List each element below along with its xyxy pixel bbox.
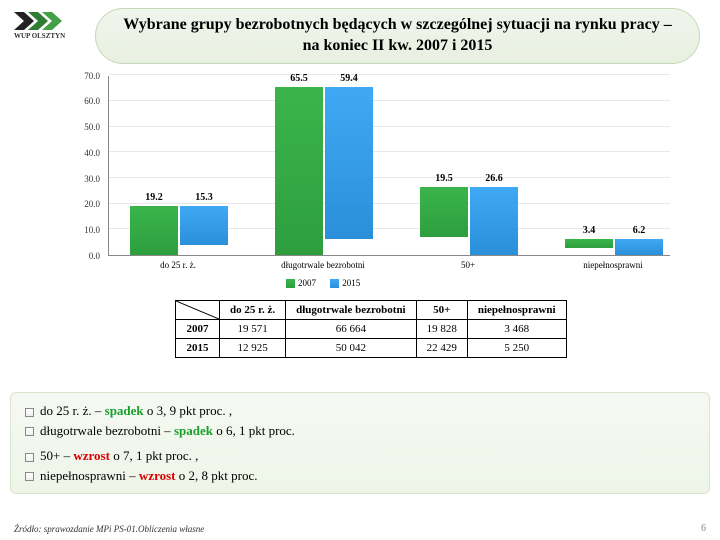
- bar-2007: 3.4: [565, 239, 613, 248]
- x-label: długotrwale bezrobotni: [263, 260, 383, 270]
- y-axis: 0.0 10.0 20.0 30.0 40.0 50.0 60.0 70.0: [78, 76, 104, 256]
- bullet-square-icon: [25, 427, 34, 436]
- table-row: 2007 19 571 66 664 19 828 3 468: [176, 320, 567, 339]
- table-cell: 3 468: [467, 320, 566, 339]
- bullet-square-icon: [25, 408, 34, 417]
- y-tick: 50.0: [74, 122, 100, 132]
- emphasis-wzrost: wzrost: [73, 448, 110, 463]
- bar-value-label: 15.3: [195, 192, 213, 203]
- x-axis-labels: do 25 r. ż. długotrwale bezrobotni 50+ n…: [108, 260, 670, 280]
- logo: WUP OLSZTYN: [14, 12, 65, 40]
- bullet-text: o 6, 1 pkt proc.: [213, 423, 295, 438]
- table-col-header: długotrwale bezrobotni: [286, 301, 417, 320]
- legend-item: 2007: [286, 278, 316, 288]
- logo-arrows: [14, 12, 65, 30]
- table-col-header: 50+: [416, 301, 467, 320]
- legend-label: 2007: [298, 278, 316, 288]
- bullet-text: niepełnosprawni –: [40, 468, 139, 483]
- table-row: 2015 12 925 50 042 22 429 5 250: [176, 339, 567, 358]
- bar-value-label: 59.4: [340, 73, 358, 84]
- bullet-text: o 7, 1 pkt proc. ,: [110, 448, 198, 463]
- bullet-item: 50+ – wzrost o 7, 1 pkt proc. ,: [25, 446, 695, 466]
- bullet-text: o 3, 9 pkt proc. ,: [144, 403, 232, 418]
- bar-value-label: 6.2: [633, 225, 646, 236]
- bullet-item: niepełnosprawni – wzrost o 2, 8 pkt proc…: [25, 466, 695, 486]
- bullet-item: długotrwale bezrobotni – spadek o 6, 1 p…: [25, 421, 695, 441]
- legend-label: 2015: [342, 278, 360, 288]
- bar-group: 65.5 59.4: [264, 87, 384, 255]
- bullet-square-icon: [25, 472, 34, 481]
- bar-2007: 19.2: [130, 206, 178, 255]
- bar-2007: 19.5: [420, 187, 468, 237]
- bullets-box: do 25 r. ż. – spadek o 3, 9 pkt proc. , …: [10, 392, 710, 494]
- bar-2015: 59.4: [325, 87, 373, 240]
- table-row-header: 2015: [176, 339, 220, 358]
- y-tick: 60.0: [74, 96, 100, 106]
- bar-value-label: 26.6: [485, 173, 503, 184]
- table-row-header: 2007: [176, 320, 220, 339]
- table-cell: 19 571: [220, 320, 286, 339]
- table-cell: 50 042: [286, 339, 417, 358]
- bullet-item: do 25 r. ż. – spadek o 3, 9 pkt proc. ,: [25, 401, 695, 421]
- bar-group: 3.4 6.2: [554, 239, 674, 255]
- chart-legend: 2007 2015: [280, 278, 366, 290]
- table-cell: 66 664: [286, 320, 417, 339]
- bar-2007: 65.5: [275, 87, 323, 255]
- emphasis-spadek: spadek: [105, 403, 144, 418]
- bar-2015: 15.3: [180, 206, 228, 245]
- bullet-text: do 25 r. ż. –: [40, 403, 105, 418]
- legend-item: 2015: [330, 278, 360, 288]
- table-cell: 12 925: [220, 339, 286, 358]
- logo-text: WUP OLSZTYN: [14, 32, 65, 40]
- legend-swatch-2015: [330, 279, 339, 288]
- y-tick: 70.0: [74, 71, 100, 81]
- bullet-square-icon: [25, 453, 34, 462]
- emphasis-wzrost: wzrost: [139, 468, 176, 483]
- y-tick: 30.0: [74, 174, 100, 184]
- table-header-row: do 25 r. ż. długotrwale bezrobotni 50+ n…: [176, 301, 567, 320]
- bar-2015: 26.6: [470, 187, 518, 255]
- table-col-header: do 25 r. ż.: [220, 301, 286, 320]
- emphasis-spadek: spadek: [174, 423, 213, 438]
- x-label: 50+: [408, 260, 528, 270]
- table-corner-cell: [176, 301, 220, 320]
- bar-2015: 6.2: [615, 239, 663, 255]
- table-cell: 19 828: [416, 320, 467, 339]
- bar-group: 19.5 26.6: [409, 187, 529, 255]
- header: Wybrane grupy bezrobotnych będących w sz…: [95, 8, 700, 64]
- bullet-text: długotrwale bezrobotni –: [40, 423, 174, 438]
- y-tick: 10.0: [74, 225, 100, 235]
- table-cell: 5 250: [467, 339, 566, 358]
- bullet-text: 50+ –: [40, 448, 73, 463]
- bar-group: 19.2 15.3: [119, 206, 239, 255]
- table-col-header: niepełnosprawni: [467, 301, 566, 320]
- x-label: niepełnosprawni: [553, 260, 673, 270]
- y-tick: 20.0: [74, 199, 100, 209]
- source-text: Źródło: sprawozdanie MPi PS-01.Obliczeni…: [14, 524, 204, 534]
- data-table: do 25 r. ż. długotrwale bezrobotni 50+ n…: [175, 300, 567, 358]
- plot-area: 19.2 15.3 65.5 59.4 19.5 26.6 3.4 6.2: [108, 76, 670, 256]
- page-title: Wybrane grupy bezrobotnych będących w sz…: [116, 15, 679, 57]
- page-number: 6: [701, 523, 706, 534]
- bar-value-label: 19.5: [435, 173, 453, 184]
- bar-value-label: 65.5: [290, 73, 308, 84]
- y-tick: 40.0: [74, 148, 100, 158]
- bar-chart: 0.0 10.0 20.0 30.0 40.0 50.0 60.0 70.0 1…: [60, 76, 670, 276]
- bullet-text: o 2, 8 pkt proc.: [176, 468, 258, 483]
- x-label: do 25 r. ż.: [118, 260, 238, 270]
- bar-value-label: 3.4: [583, 225, 596, 236]
- legend-swatch-2007: [286, 279, 295, 288]
- y-tick: 0.0: [74, 251, 100, 261]
- bar-value-label: 19.2: [145, 192, 163, 203]
- table-cell: 22 429: [416, 339, 467, 358]
